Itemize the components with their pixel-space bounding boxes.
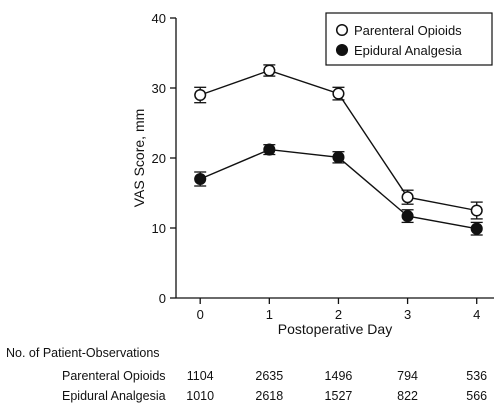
data-point <box>194 172 207 186</box>
legend: Parenteral Opioids Epidural Analgesia <box>325 12 493 66</box>
x-tick-label: 2 <box>335 307 342 322</box>
observations-table: No. of Patient-Observations Parenteral Op… <box>6 346 487 403</box>
x-tick-label: 3 <box>404 307 411 322</box>
x-tick-label: 4 <box>473 307 480 322</box>
table-cell: 566 <box>466 389 487 403</box>
data-point <box>263 143 276 156</box>
data-point <box>470 204 483 217</box>
table-cell: 794 <box>397 369 418 383</box>
legend-label: Epidural Analgesia <box>354 43 462 58</box>
table-cell: 2635 <box>255 369 283 383</box>
series-1 <box>194 64 483 220</box>
y-axis-title: VAS Score, mm <box>131 109 147 208</box>
table-cell: 1010 <box>186 389 214 403</box>
data-point <box>470 222 483 235</box>
legend-marker <box>335 23 349 37</box>
data-point <box>263 64 276 77</box>
table-row-label: Parenteral Opioids <box>62 369 166 383</box>
table-cell: 1527 <box>325 389 353 403</box>
data-point <box>332 87 345 100</box>
axes-group: 0 10 20 30 40 0 1 2 3 4 Postoperative Day VAS Score… <box>131 11 494 337</box>
data-point <box>401 210 414 223</box>
y-tick-label: 0 <box>159 291 166 306</box>
table-cell: 1496 <box>325 369 353 383</box>
legend-label: Parenteral Opioids <box>354 23 462 38</box>
table-cell: 1104 <box>187 369 214 383</box>
y-tick-label: 40 <box>152 11 166 26</box>
y-tick-label: 20 <box>152 151 166 166</box>
data-point <box>332 151 345 164</box>
x-tick-label: 0 <box>197 307 204 322</box>
data-point <box>194 88 207 102</box>
legend-box <box>325 12 493 66</box>
x-tick-label: 1 <box>266 307 273 322</box>
table-cell: 822 <box>397 389 418 403</box>
table-title: No. of Patient-Observations <box>6 346 160 360</box>
x-axis-title: Postoperative Day <box>278 321 392 337</box>
table-row-label: Epidural Analgesia <box>62 389 166 403</box>
table-cell: 536 <box>466 369 487 383</box>
data-point <box>401 191 414 204</box>
table-cell: 2618 <box>255 389 283 403</box>
y-tick-label: 10 <box>152 221 166 236</box>
series-group <box>194 64 483 236</box>
legend-marker <box>335 43 349 57</box>
y-tick-label: 30 <box>152 81 166 96</box>
series-2 <box>194 143 483 236</box>
